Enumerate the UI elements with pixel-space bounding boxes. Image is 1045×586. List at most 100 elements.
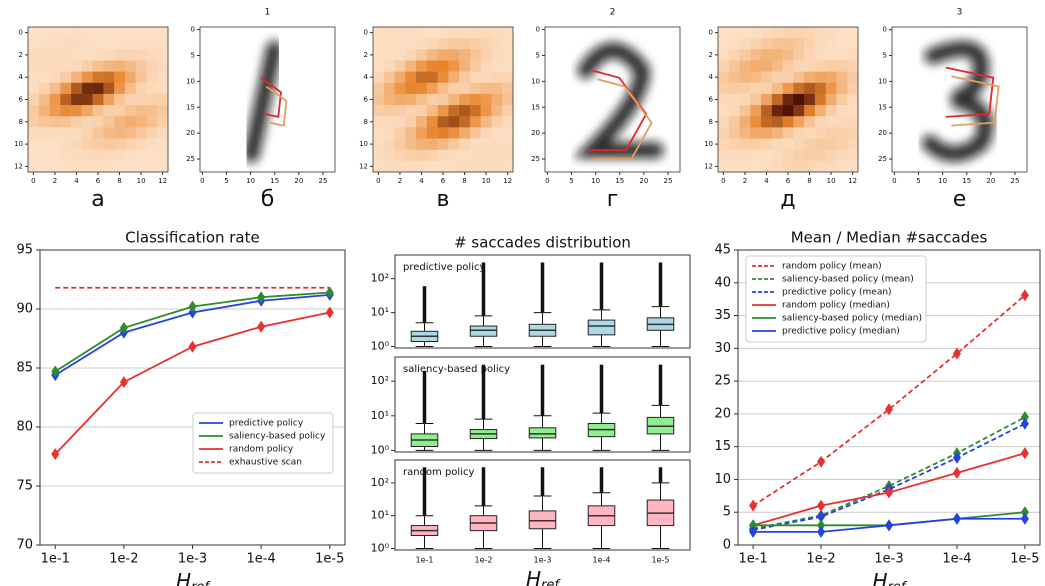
x-axis-label-sub: ref xyxy=(541,578,561,586)
heatmap-cell xyxy=(750,94,761,105)
x-tick-label: 0 xyxy=(31,177,35,185)
heatmap-cell xyxy=(405,94,416,105)
heatmap-cell xyxy=(125,83,136,94)
x-tick-label: 6 xyxy=(441,177,446,185)
heatmap-cell xyxy=(427,72,438,83)
heatmap-cell xyxy=(481,139,492,150)
heatmap-cell xyxy=(93,161,104,172)
x-tick-label: 15 xyxy=(270,177,279,185)
heatmap-cell xyxy=(416,60,427,71)
x-tick-label: 2 xyxy=(53,177,57,185)
x-tick-label: 8 xyxy=(807,177,811,185)
heatmap-cell xyxy=(395,38,406,49)
heatmap-cell xyxy=(39,127,50,138)
heatmap-cell xyxy=(438,72,449,83)
image-title: 1 xyxy=(265,8,271,18)
y-tick-label: 95 xyxy=(16,243,33,258)
heatmap-cell xyxy=(815,127,826,138)
heatmap-cell xyxy=(103,139,114,150)
x-tick-label: 0 xyxy=(545,177,549,185)
heatmap-cell xyxy=(729,139,740,150)
y-tick-label: 15 xyxy=(714,439,731,454)
heatmap-cell xyxy=(82,83,93,94)
heatmap-cell xyxy=(125,105,136,116)
heatmap-cell xyxy=(470,83,481,94)
heatmap-cell xyxy=(373,83,384,94)
heatmap-cell xyxy=(93,116,104,127)
marker xyxy=(817,526,825,538)
heatmap-cell xyxy=(427,116,438,127)
heatmap-cell xyxy=(804,27,815,38)
heatmap-cell xyxy=(836,60,847,71)
heatmap-cell xyxy=(427,27,438,38)
heatmap-cell xyxy=(502,161,513,172)
marker xyxy=(885,519,893,531)
heatmap-cell xyxy=(783,150,794,161)
y-tick-label: 0 xyxy=(723,538,731,553)
heatmap-cell xyxy=(93,49,104,60)
heatmap-cell xyxy=(39,94,50,105)
heatmap-cell xyxy=(146,83,157,94)
x-axis-label-sub: ref xyxy=(888,580,908,586)
heatmap-cell xyxy=(761,72,772,83)
heatmap-cell xyxy=(502,94,513,105)
heatmap-cell xyxy=(416,27,427,38)
heatmap-cell xyxy=(718,27,729,38)
x-tick-label: 6 xyxy=(96,177,101,185)
heatmap-cell xyxy=(740,127,751,138)
heatmap-cell xyxy=(438,161,449,172)
heatmap-cell xyxy=(416,49,427,60)
heatmap-cell xyxy=(740,49,751,60)
heatmap-cell xyxy=(157,94,168,105)
heatmap-cell xyxy=(395,94,406,105)
heatmap-cell xyxy=(39,161,50,172)
heatmap-cell xyxy=(384,116,395,127)
heatmap-cell xyxy=(71,116,82,127)
heatmap-cell xyxy=(82,105,93,116)
chart-title: # saccades distribution xyxy=(454,234,631,252)
heatmap-cell xyxy=(718,83,729,94)
x-tick-label: 0 xyxy=(721,177,725,185)
heatmap-cell xyxy=(103,60,114,71)
heatmap-cell xyxy=(427,94,438,105)
heatmap-cell xyxy=(793,27,804,38)
y-tick-label: 35 xyxy=(714,308,731,323)
heatmap-cell xyxy=(146,49,157,60)
y-tick-label: 4 xyxy=(709,73,714,81)
heatmap-cell xyxy=(481,94,492,105)
heatmap-cell xyxy=(815,27,826,38)
y-tick-label: 6 xyxy=(709,96,714,104)
heatmap-cell xyxy=(459,94,470,105)
y-tick-label: 25 xyxy=(531,155,540,163)
heatmap-cell xyxy=(502,72,513,83)
heatmap-cell xyxy=(836,49,847,60)
heatmap-cell xyxy=(826,83,837,94)
heatmap-cell xyxy=(772,49,783,60)
heatmap-cell xyxy=(772,60,783,71)
heatmap-cell xyxy=(750,83,761,94)
image-title: 2 xyxy=(610,8,616,18)
heatmap-cell xyxy=(125,127,136,138)
heatmap-cell xyxy=(481,161,492,172)
heatmap-cell xyxy=(481,60,492,71)
panel-label: random policy xyxy=(403,467,474,478)
y-tick-label: 10⁰ xyxy=(371,443,390,456)
heatmap-cell xyxy=(448,150,459,161)
heatmap-cell xyxy=(71,150,82,161)
heatmap-cell xyxy=(481,150,492,161)
heatmap-cell xyxy=(793,105,804,116)
heatmap-cell xyxy=(136,83,147,94)
heatmap-cell xyxy=(740,60,751,71)
heatmap-cell xyxy=(82,116,93,127)
heatmap-cell xyxy=(103,83,114,94)
heatmap-cell xyxy=(793,83,804,94)
heatmap-cell xyxy=(793,72,804,83)
heatmap-cell xyxy=(470,27,481,38)
heatmap-cell xyxy=(459,83,470,94)
heatmap-cell xyxy=(793,127,804,138)
heatmap-cell xyxy=(146,127,157,138)
heatmap-cell xyxy=(448,60,459,71)
heatmap-cell xyxy=(481,116,492,127)
heatmap-cell xyxy=(157,105,168,116)
heatmap-cell xyxy=(384,139,395,150)
